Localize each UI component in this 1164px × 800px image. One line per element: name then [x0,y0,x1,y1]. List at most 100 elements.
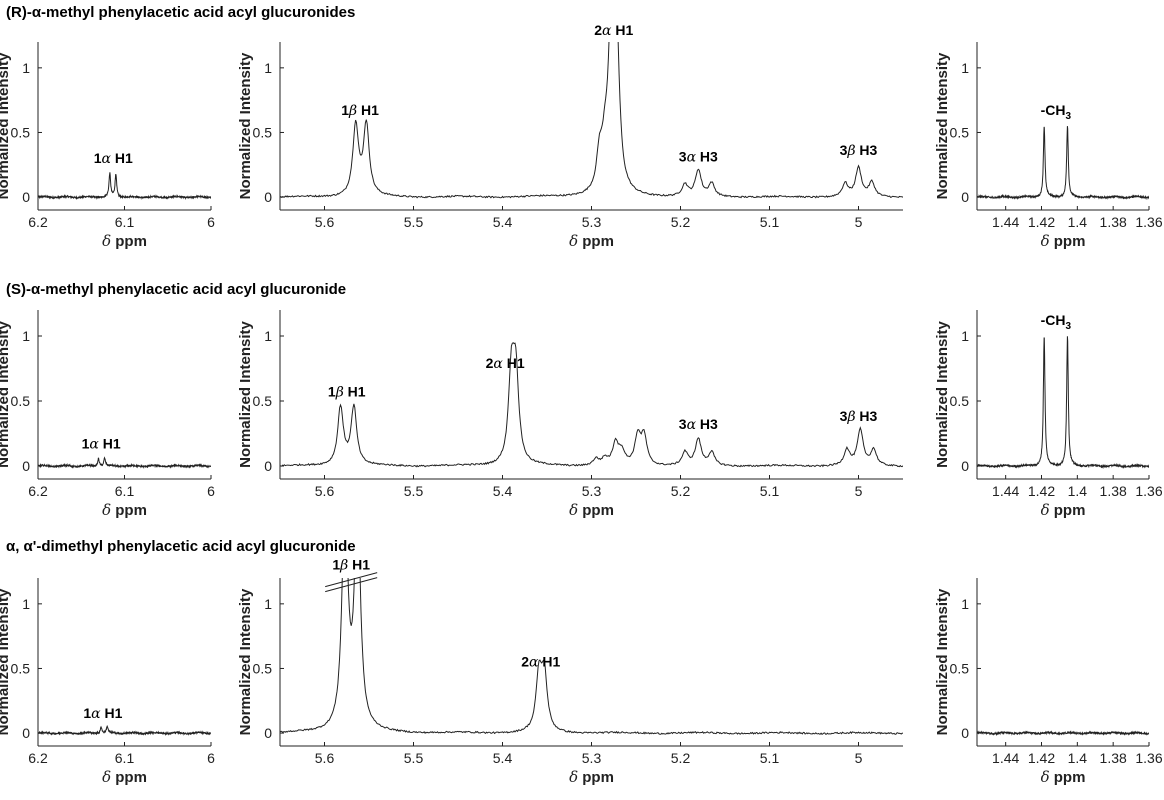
y-tick-label: 0.5 [950,124,970,140]
y-axis-label: Normalized Intensity [0,52,12,199]
panel-r1-c1: 0 0.5 1 5.6 5.5 5.4 5.3 5.2 5.1 5 δ ppm Normalized … [237,310,903,519]
y-tick-label: 0 [961,458,969,474]
x-tick-label: 6.1 [115,750,135,766]
x-tick-label: 1.38 [1100,214,1127,230]
y-tick-label: 1 [22,328,30,344]
y-axis-label: Normalized Intensity [237,588,254,735]
x-tick-label: 1.42 [1028,750,1055,766]
x-tick-label: 6 [207,483,215,499]
x-axis-label: δ ppm [569,768,614,786]
y-tick-label: 1 [264,328,272,344]
x-tick-label: 5.4 [493,483,513,499]
x-tick-label: 5.2 [671,750,691,766]
x-tick-label: 5 [855,214,863,230]
panel-r2-c0: 0 0.5 1 6.2 6.1 6 δ ppm Normalized Intensity 1α … [0,578,215,786]
x-axis-label: δ ppm [1041,501,1086,519]
spectrum-line [977,126,1149,201]
peak-label: 3α H3 [679,416,718,433]
x-tick-label: 5.4 [493,214,513,230]
x-tick-label: 5.3 [582,214,602,230]
peak-label: 2α H1 [521,653,560,670]
x-axis-label: δ ppm [102,501,147,519]
panel-r1-c0: 0 0.5 1 6.2 6.1 6 δ ppm Normalized Intensity 1α … [0,310,215,519]
peak-label: -CH3 [1041,312,1072,332]
spectrum-line [38,456,211,469]
y-tick-label: 0 [264,458,272,474]
spectrum-line [38,724,211,737]
panel-r2-c1: 0 0.5 1 5.6 5.5 5.4 5.3 5.2 5.1 5 δ ppm Normalized … [237,557,903,786]
x-tick-label: 5.6 [315,214,335,230]
row-title-dimethyl-text: α, α'-dimethyl phenylacetic acid acyl gl… [6,538,356,555]
y-tick-label: 1 [961,60,969,76]
y-tick-label: 0 [264,725,272,741]
panel-r0-c2: 0 0.5 1 1.44 1.42 1.4 1.38 1.36 δ ppm Normalized … [934,42,1163,250]
peak-label: 3α H3 [679,148,718,165]
panel-r2-c2: 0 0.5 1 1.44 1.42 1.4 1.38 1.36 δ ppm Normalized … [934,578,1163,786]
x-tick-label: 6.2 [28,483,48,499]
x-tick-label: 1.4 [1068,750,1088,766]
y-tick-label: 0 [22,725,30,741]
panel-r0-c1: 0 0.5 1 5.6 5.5 5.4 5.3 5.2 5.1 5 δ ppm Normalized … [237,22,903,250]
x-tick-label: 5.2 [671,483,691,499]
peak-label: 1α H1 [83,705,122,722]
panel-r1-c2: 0 0.5 1 1.44 1.42 1.4 1.38 1.36 δ ppm Normalized … [934,310,1163,519]
x-tick-label: 5.5 [404,750,424,766]
x-tick-label: 6.2 [28,750,48,766]
x-tick-label: 5.5 [404,483,424,499]
y-tick-label: 1 [961,596,969,612]
y-tick-label: 0 [264,189,272,205]
y-tick-label: 1 [264,60,272,76]
peak-label: 1β H1 [332,557,370,574]
y-tick-label: 0.5 [253,393,273,409]
row-title-s: (S)-α-methyl phenylacetic acid acyl gluc… [6,281,346,298]
y-tick-label: 0.5 [11,393,31,409]
x-tick-label: 5 [855,483,863,499]
peak-label: 3β H3 [840,408,878,425]
y-axis-label: Normalized Intensity [237,320,254,467]
x-tick-label: 5.5 [404,214,424,230]
y-tick-label: 0.5 [11,124,31,140]
x-tick-label: 1.42 [1028,214,1055,230]
y-axis-label: Normalized Intensity [237,52,254,199]
row-title-dimethyl: α, α'-dimethyl phenylacetic acid acyl gl… [6,538,356,555]
peak-label: 2α H1 [594,22,633,39]
y-tick-label: 1 [961,328,969,344]
peak-label: 1α H1 [94,150,133,167]
x-tick-label: 5.6 [315,750,335,766]
spectrum-line [38,172,211,201]
x-axis-label: δ ppm [102,768,147,786]
x-tick-label: 6.1 [115,214,135,230]
x-tick-label: 1.44 [992,483,1019,499]
axis-break-mark [325,577,378,593]
y-tick-label: 0 [961,189,969,205]
y-axis-label: Normalized Intensity [934,52,951,199]
spectrum-line [280,342,903,468]
y-tick-label: 0.5 [253,660,273,676]
peak-label: -CH3 [1041,102,1072,122]
x-tick-label: 1.4 [1068,214,1088,230]
x-tick-label: 5.1 [760,750,780,766]
x-axis-label: δ ppm [569,501,614,519]
x-axis-label: δ ppm [569,232,614,250]
spectrum-line [977,730,1149,736]
x-axis-label: δ ppm [1041,768,1086,786]
x-tick-label: 1.38 [1100,483,1127,499]
x-tick-label: 5.3 [582,750,602,766]
peak-label: 1α H1 [82,435,121,452]
x-tick-label: 5.2 [671,214,691,230]
x-tick-label: 1.38 [1100,750,1127,766]
x-tick-label: 5.3 [582,483,602,499]
x-tick-label: 1.36 [1135,214,1162,230]
peak-label: 1β H1 [341,102,379,119]
y-axis-label: Normalized Intensity [0,588,12,735]
x-tick-label: 6 [207,214,215,230]
x-tick-label: 1.36 [1135,483,1162,499]
row-title-r-text: (R)-α-methyl phenylacetic acid acyl gluc… [6,4,356,21]
x-axis-label: δ ppm [1041,232,1086,250]
y-tick-label: 0 [22,458,30,474]
x-tick-label: 1.4 [1068,483,1088,499]
axis-break-mark [325,572,378,588]
peak-label: 1β H1 [328,383,366,400]
y-tick-label: 0 [22,189,30,205]
